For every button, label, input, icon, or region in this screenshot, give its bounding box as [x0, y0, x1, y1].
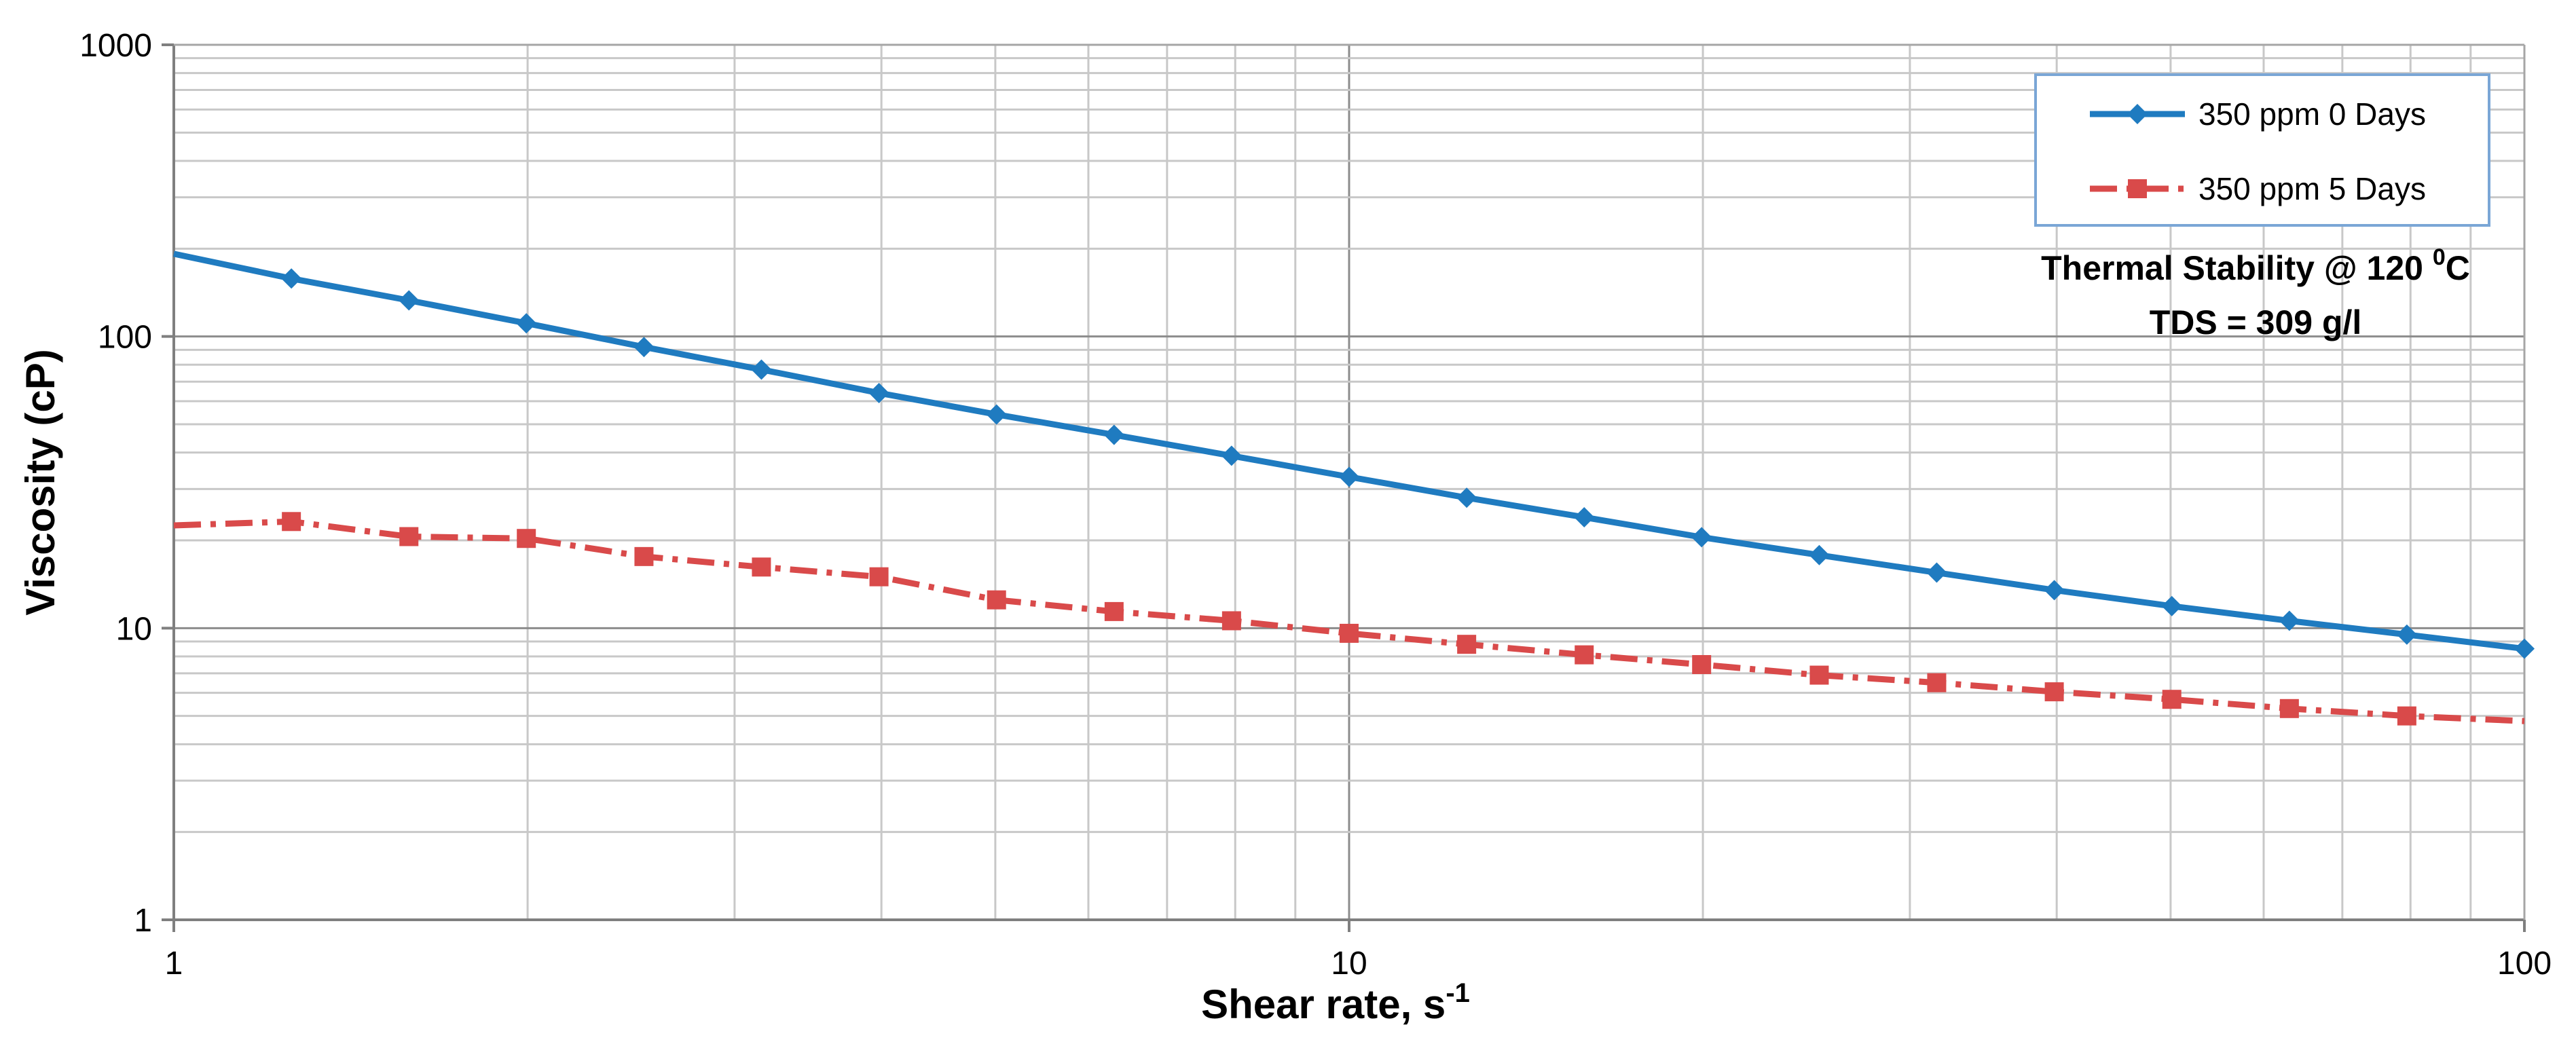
data-point-square [2044, 682, 2064, 702]
data-point-square [1809, 665, 1829, 685]
data-point-diamond [1926, 562, 1947, 583]
data-point-diamond [2396, 624, 2417, 645]
annotation-line-1: Thermal Stability @ 120 0C [2041, 244, 2470, 287]
data-point-square [869, 567, 889, 587]
y-tick-label: 1 [134, 903, 152, 939]
data-point-diamond [868, 382, 889, 403]
data-point-diamond [281, 268, 302, 289]
data-point-square [517, 529, 536, 548]
data-point-square [399, 527, 419, 546]
legend-marker-square [2128, 179, 2147, 198]
data-point-diamond [1221, 445, 1242, 466]
series-layer [173, 250, 2535, 726]
data-point-square [282, 512, 301, 532]
data-point-diamond [2161, 595, 2182, 616]
data-point-square [987, 590, 1006, 610]
data-point-diamond [1574, 506, 1595, 527]
data-point-diamond [633, 337, 655, 358]
data-point-diamond [1691, 527, 1712, 548]
data-point-diamond [2044, 580, 2065, 601]
data-point-diamond [2279, 610, 2300, 631]
x-axis-label-text: Shear rate, s [1201, 982, 1446, 1027]
data-point-square [1457, 635, 1477, 654]
data-point-square [1104, 601, 1124, 621]
data-point-diamond [1456, 487, 1477, 508]
data-point-square [1221, 611, 1241, 631]
tick-layer: 1 10 100 1 10 100 1000 [79, 28, 2552, 982]
annotation-line-1-text: Thermal Stability @ 120 [2041, 249, 2433, 287]
x-tick-label: 100 [2497, 946, 2552, 982]
data-point-diamond [1103, 424, 1124, 445]
y-tick-label: 10 [116, 611, 152, 647]
data-point-square [1340, 623, 1359, 643]
data-point-diamond [1339, 466, 1359, 487]
data-point-diamond [399, 290, 420, 311]
data-point-diamond [2514, 638, 2535, 659]
x-axis-label-superscript: -1 [1446, 978, 1470, 1008]
y-tick-label: 1000 [79, 28, 152, 64]
annotation-degree-superscript: 0 [2433, 244, 2446, 270]
data-point-square [1927, 673, 1947, 692]
y-axis-label: Viscosity (cP) [18, 349, 63, 615]
annotation-unit: C [2446, 249, 2470, 287]
data-point-square [2162, 690, 2182, 709]
data-point-diamond [1809, 544, 1830, 565]
text-layer: Shear rate, s-1 Viscosity (cP) 350 ppm 0 D… [18, 73, 2490, 1027]
legend-marker-diamond [2127, 104, 2148, 124]
x-tick-label: 1 [165, 946, 183, 982]
legend-box [2034, 73, 2490, 227]
data-point-diamond [986, 404, 1007, 425]
y-tick-label: 100 [98, 320, 152, 356]
data-point-diamond [751, 359, 772, 380]
data-point-square [2279, 699, 2299, 718]
data-point-square [752, 557, 771, 577]
annotation-line-2: TDS = 309 g/l [2150, 303, 2362, 341]
data-point-square [1575, 645, 1594, 665]
x-axis-label: Shear rate, s-1 [1201, 978, 1470, 1027]
series-line-5-days [173, 518, 2525, 724]
data-point-square [2397, 706, 2416, 726]
data-point-square [634, 546, 654, 566]
data-point-diamond [516, 313, 537, 334]
data-point-square [1692, 655, 1712, 675]
x-tick-label: 10 [1331, 946, 1367, 982]
legend-label: 350 ppm 0 Days [2198, 96, 2426, 132]
legend-label: 350 ppm 5 Days [2198, 171, 2426, 206]
